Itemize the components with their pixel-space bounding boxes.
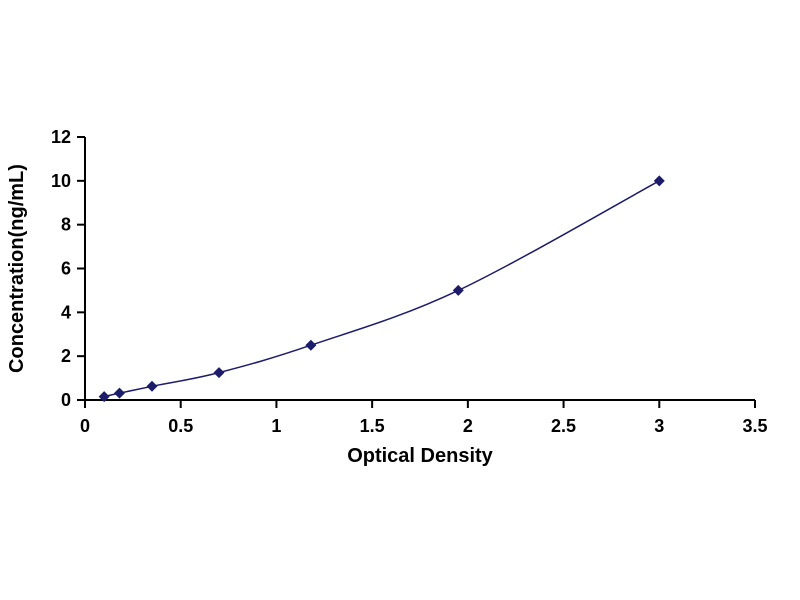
data-point-marker bbox=[146, 380, 158, 392]
x-tick-label: 1 bbox=[271, 416, 281, 436]
data-point-marker bbox=[305, 339, 317, 351]
x-tick-label: 2 bbox=[463, 416, 473, 436]
x-tick-label: 3 bbox=[654, 416, 664, 436]
standard-curve-line bbox=[103, 180, 660, 398]
data-point-marker bbox=[452, 284, 464, 296]
data-point-marker bbox=[113, 387, 125, 399]
y-axis-label: Concentration(ng/mL) bbox=[6, 164, 28, 373]
x-tick-label: 0 bbox=[80, 416, 90, 436]
x-tick-label: 0.5 bbox=[168, 416, 193, 436]
x-tick-label: 2.5 bbox=[551, 416, 576, 436]
data-point-marker bbox=[213, 367, 225, 379]
data-point-marker bbox=[653, 175, 665, 187]
y-tick-label: 4 bbox=[61, 302, 71, 322]
x-tick-label: 3.5 bbox=[742, 416, 767, 436]
y-tick-label: 0 bbox=[61, 390, 71, 410]
x-tick-label: 1.5 bbox=[360, 416, 385, 436]
x-axis-label: Optical Density bbox=[347, 445, 493, 467]
y-tick-label: 8 bbox=[61, 215, 71, 235]
y-tick-label: 6 bbox=[61, 259, 71, 279]
y-tick-label: 12 bbox=[51, 127, 71, 147]
y-tick-label: 2 bbox=[61, 346, 71, 366]
data-point-marker bbox=[98, 391, 110, 403]
y-tick-label: 10 bbox=[51, 171, 71, 191]
